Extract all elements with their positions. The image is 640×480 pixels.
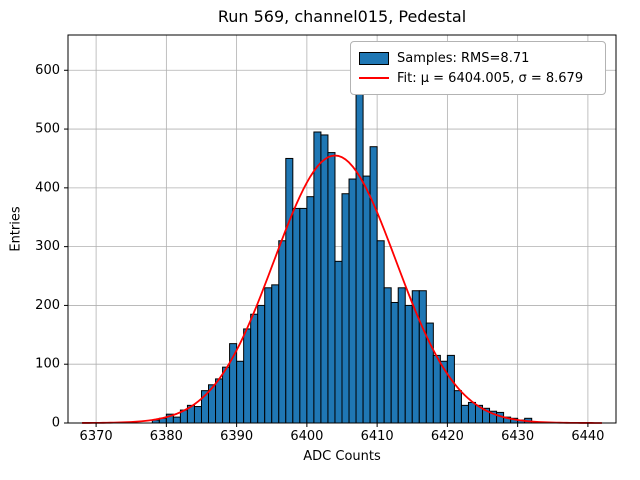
histogram-bar bbox=[285, 157, 294, 424]
x-tick-label: 6420 bbox=[431, 429, 464, 444]
histogram-bar bbox=[397, 287, 406, 424]
histogram-bar bbox=[222, 366, 231, 424]
x-tick-label: 6410 bbox=[361, 429, 394, 444]
x-tick-label: 6400 bbox=[290, 429, 323, 444]
histogram-bar bbox=[376, 240, 385, 424]
y-axis-label: Entries bbox=[8, 206, 24, 252]
x-tick-label: 6390 bbox=[220, 429, 253, 444]
histogram-bar bbox=[446, 354, 455, 424]
legend-entry-samples: Samples: RMS=8.71 bbox=[359, 48, 597, 68]
histogram-bar bbox=[236, 360, 245, 424]
histogram-bar bbox=[404, 304, 413, 424]
histogram-bar bbox=[264, 287, 273, 424]
histogram-bar bbox=[341, 193, 350, 424]
histogram-bar bbox=[313, 131, 322, 424]
histogram-bar bbox=[271, 284, 280, 424]
y-tick-label: 200 bbox=[35, 298, 60, 313]
histogram-bar bbox=[334, 260, 343, 424]
x-tick-label: 6380 bbox=[150, 429, 183, 444]
histogram-bar bbox=[460, 404, 469, 424]
histogram-bar bbox=[250, 313, 259, 424]
y-tick-label: 600 bbox=[35, 63, 60, 78]
y-tick-label: 300 bbox=[35, 239, 60, 254]
y-tick-label: 0 bbox=[52, 416, 60, 431]
histogram-bar bbox=[215, 378, 224, 424]
histogram-bar bbox=[355, 87, 364, 424]
legend-entry-fit: Fit: μ = 6404.005, σ = 8.679 bbox=[359, 68, 597, 88]
histogram-bar bbox=[306, 196, 315, 424]
x-tick-label: 6440 bbox=[571, 429, 604, 444]
x-tick-label: 6370 bbox=[80, 429, 113, 444]
histogram-bar bbox=[243, 328, 252, 424]
histogram-bar bbox=[369, 146, 378, 424]
y-tick-label: 500 bbox=[35, 122, 60, 137]
histogram-bar bbox=[439, 360, 448, 424]
y-tick-label: 400 bbox=[35, 180, 60, 195]
axes-frame bbox=[67, 34, 617, 424]
histogram-swatch-icon bbox=[359, 51, 389, 65]
histogram-bar bbox=[292, 207, 301, 424]
histogram-bar bbox=[390, 301, 399, 424]
x-tick-label: 6430 bbox=[501, 429, 534, 444]
fit-curve bbox=[82, 154, 602, 424]
histogram-bar bbox=[299, 207, 308, 424]
chart-title: Run 569, channel015, Pedestal bbox=[217, 7, 467, 26]
histogram-bar bbox=[383, 287, 392, 424]
histogram-bar bbox=[362, 175, 371, 424]
legend-box: Samples: RMS=8.71 Fit: μ = 6404.005, σ =… bbox=[350, 41, 606, 95]
histogram-bar bbox=[327, 152, 336, 424]
y-tick-label: 100 bbox=[35, 357, 60, 372]
histogram-bar bbox=[453, 390, 462, 424]
histogram-bar bbox=[467, 401, 476, 424]
histogram-bar bbox=[320, 134, 329, 424]
histogram-bar bbox=[278, 240, 287, 424]
fit-line-swatch-icon bbox=[359, 77, 389, 79]
histogram-bar bbox=[172, 416, 181, 424]
histogram-bar bbox=[193, 406, 202, 424]
histogram-bar bbox=[348, 178, 357, 424]
histogram-bar bbox=[418, 290, 427, 424]
histogram-bar bbox=[257, 304, 266, 424]
legend-samples-label: Samples: RMS=8.71 bbox=[397, 50, 530, 66]
histogram-bar bbox=[432, 354, 441, 424]
x-axis-label: ADC Counts bbox=[303, 449, 381, 464]
legend-fit-label: Fit: μ = 6404.005, σ = 8.679 bbox=[397, 70, 584, 86]
